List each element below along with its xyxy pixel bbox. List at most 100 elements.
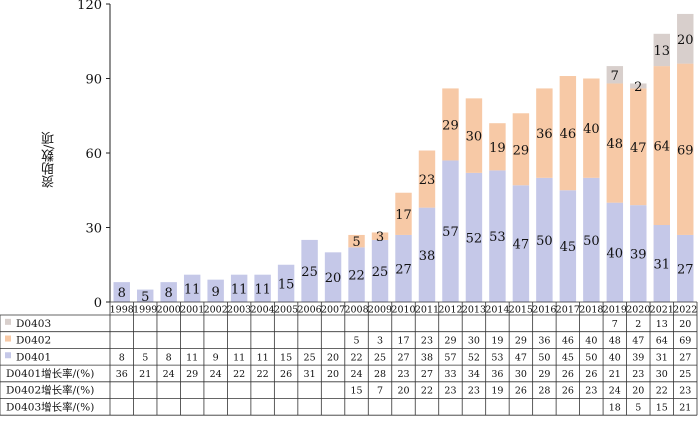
bar-d0401-2021	[653, 225, 670, 302]
bar-d0403-2021	[653, 33, 670, 67]
table-cell: 27	[421, 369, 433, 380]
table-cell: 40	[609, 352, 621, 363]
table-cell: 18	[609, 402, 621, 413]
year-label: 2000	[157, 305, 181, 316]
table-cell: 22	[233, 369, 245, 380]
table-cell: 9	[213, 352, 219, 363]
table-cell: 36	[491, 369, 503, 380]
year-label: 2018	[579, 305, 603, 316]
bar-d0403-2020	[630, 83, 647, 89]
table-cell: 48	[609, 336, 621, 347]
table-cell: 11	[233, 352, 245, 363]
table-cell: 23	[421, 336, 433, 347]
bar-value-label: 27	[677, 262, 694, 277]
bar-value-label: 36	[536, 127, 553, 142]
bar-value-label: 40	[583, 122, 600, 137]
table-cell: 34	[468, 369, 480, 380]
bar-d0401-2005	[277, 264, 295, 302]
table-cell: 11	[186, 352, 198, 363]
bar-value-label: 8	[165, 286, 173, 301]
bar-value-label: 11	[231, 282, 248, 297]
table-cell: 22	[257, 369, 269, 380]
bar-value-label: 11	[254, 282, 271, 297]
legend-swatch	[5, 318, 11, 325]
table-cell: 28	[538, 386, 550, 397]
y-tick-label: 120	[77, 0, 102, 13]
bar-d0402-2014	[489, 123, 506, 171]
bar-value-label: 25	[372, 265, 389, 280]
year-label: 2009	[368, 305, 392, 316]
bar-value-label: 22	[348, 269, 365, 284]
bar-value-label: 69	[677, 143, 694, 158]
table-cell: 27	[679, 352, 691, 363]
table-cell: 26	[280, 369, 292, 380]
bars	[113, 13, 694, 302]
bar-d0401-2008	[348, 247, 365, 302]
bar-d0401-2013	[465, 172, 483, 302]
bar-d0401-2018	[583, 177, 600, 302]
table-cell: 17	[397, 336, 409, 347]
table-cell: 36	[116, 369, 128, 380]
year-label: 2003	[227, 305, 251, 316]
table-cell: 21	[609, 369, 621, 380]
year-label: 2015	[509, 305, 533, 316]
bar-d0401-2012	[442, 160, 459, 302]
table-cell: 36	[538, 336, 550, 347]
year-label: 2008	[344, 305, 368, 316]
bar-d0402-2011	[418, 150, 436, 208]
table-cell: 23	[632, 369, 644, 380]
year-label: 2010	[391, 305, 415, 316]
table-cell: 30	[468, 336, 480, 347]
bar-value-label: 17	[395, 208, 412, 223]
bar-d0401-2006	[301, 239, 318, 302]
table-cell: 5	[635, 402, 641, 413]
table-cell: 26	[562, 386, 574, 397]
bar-d0401-2001	[183, 274, 201, 302]
bar-value-label: 29	[513, 143, 530, 158]
bar-value-label: 45	[560, 240, 577, 255]
bar-d0401-1999	[137, 289, 154, 302]
year-label: 2020	[626, 305, 650, 316]
bar-d0401-2011	[418, 207, 436, 302]
bar-value-label: 40	[607, 246, 624, 261]
table-cell: 52	[468, 352, 480, 363]
bar-d0401-2010	[395, 234, 412, 302]
legend-swatch	[5, 352, 11, 359]
bar-d0402-2018	[583, 78, 600, 178]
table-cell: 8	[119, 352, 125, 363]
table-cell: 21	[139, 369, 151, 380]
table-cell: 47	[515, 352, 527, 363]
y-tick-label: 60	[85, 147, 102, 162]
bar-value-label: 30	[466, 130, 483, 145]
y-tick-label: 0	[94, 296, 102, 311]
table-cell: 57	[444, 352, 456, 363]
year-label: 1998	[110, 305, 134, 316]
bar-value-label: 53	[489, 230, 506, 245]
table-cell: 22	[656, 386, 668, 397]
bar-value-label: 5	[352, 235, 360, 250]
bar-d0401-2014	[489, 170, 506, 302]
table-cell: 28	[374, 369, 386, 380]
year-label: 2007	[321, 305, 345, 316]
table-cell: 29	[538, 369, 550, 380]
table-cell: 40	[585, 336, 597, 347]
table-cell: 25	[679, 369, 691, 380]
bar-d0401-2004	[254, 274, 271, 302]
table-cell: 23	[585, 386, 597, 397]
bar-d0401-2003	[230, 274, 248, 302]
bar-value-label: 3	[376, 230, 384, 245]
table-cell: 46	[562, 336, 574, 347]
table-row-label: D0402增长率/(%)	[6, 384, 94, 397]
bar-d0402-2016	[536, 88, 553, 178]
year-label: 2019	[603, 305, 627, 316]
bar-d0403-2019	[606, 66, 624, 84]
table-row-label: D0401	[16, 351, 51, 363]
bar-value-label: 19	[489, 141, 506, 156]
bar-value-label: 8	[118, 286, 126, 301]
bar-value-label: 9	[212, 285, 220, 300]
table-cell: 27	[397, 352, 409, 363]
table-cell: 31	[656, 352, 668, 363]
table-cell: 26	[585, 369, 597, 380]
bar-d0402-2017	[559, 76, 577, 191]
